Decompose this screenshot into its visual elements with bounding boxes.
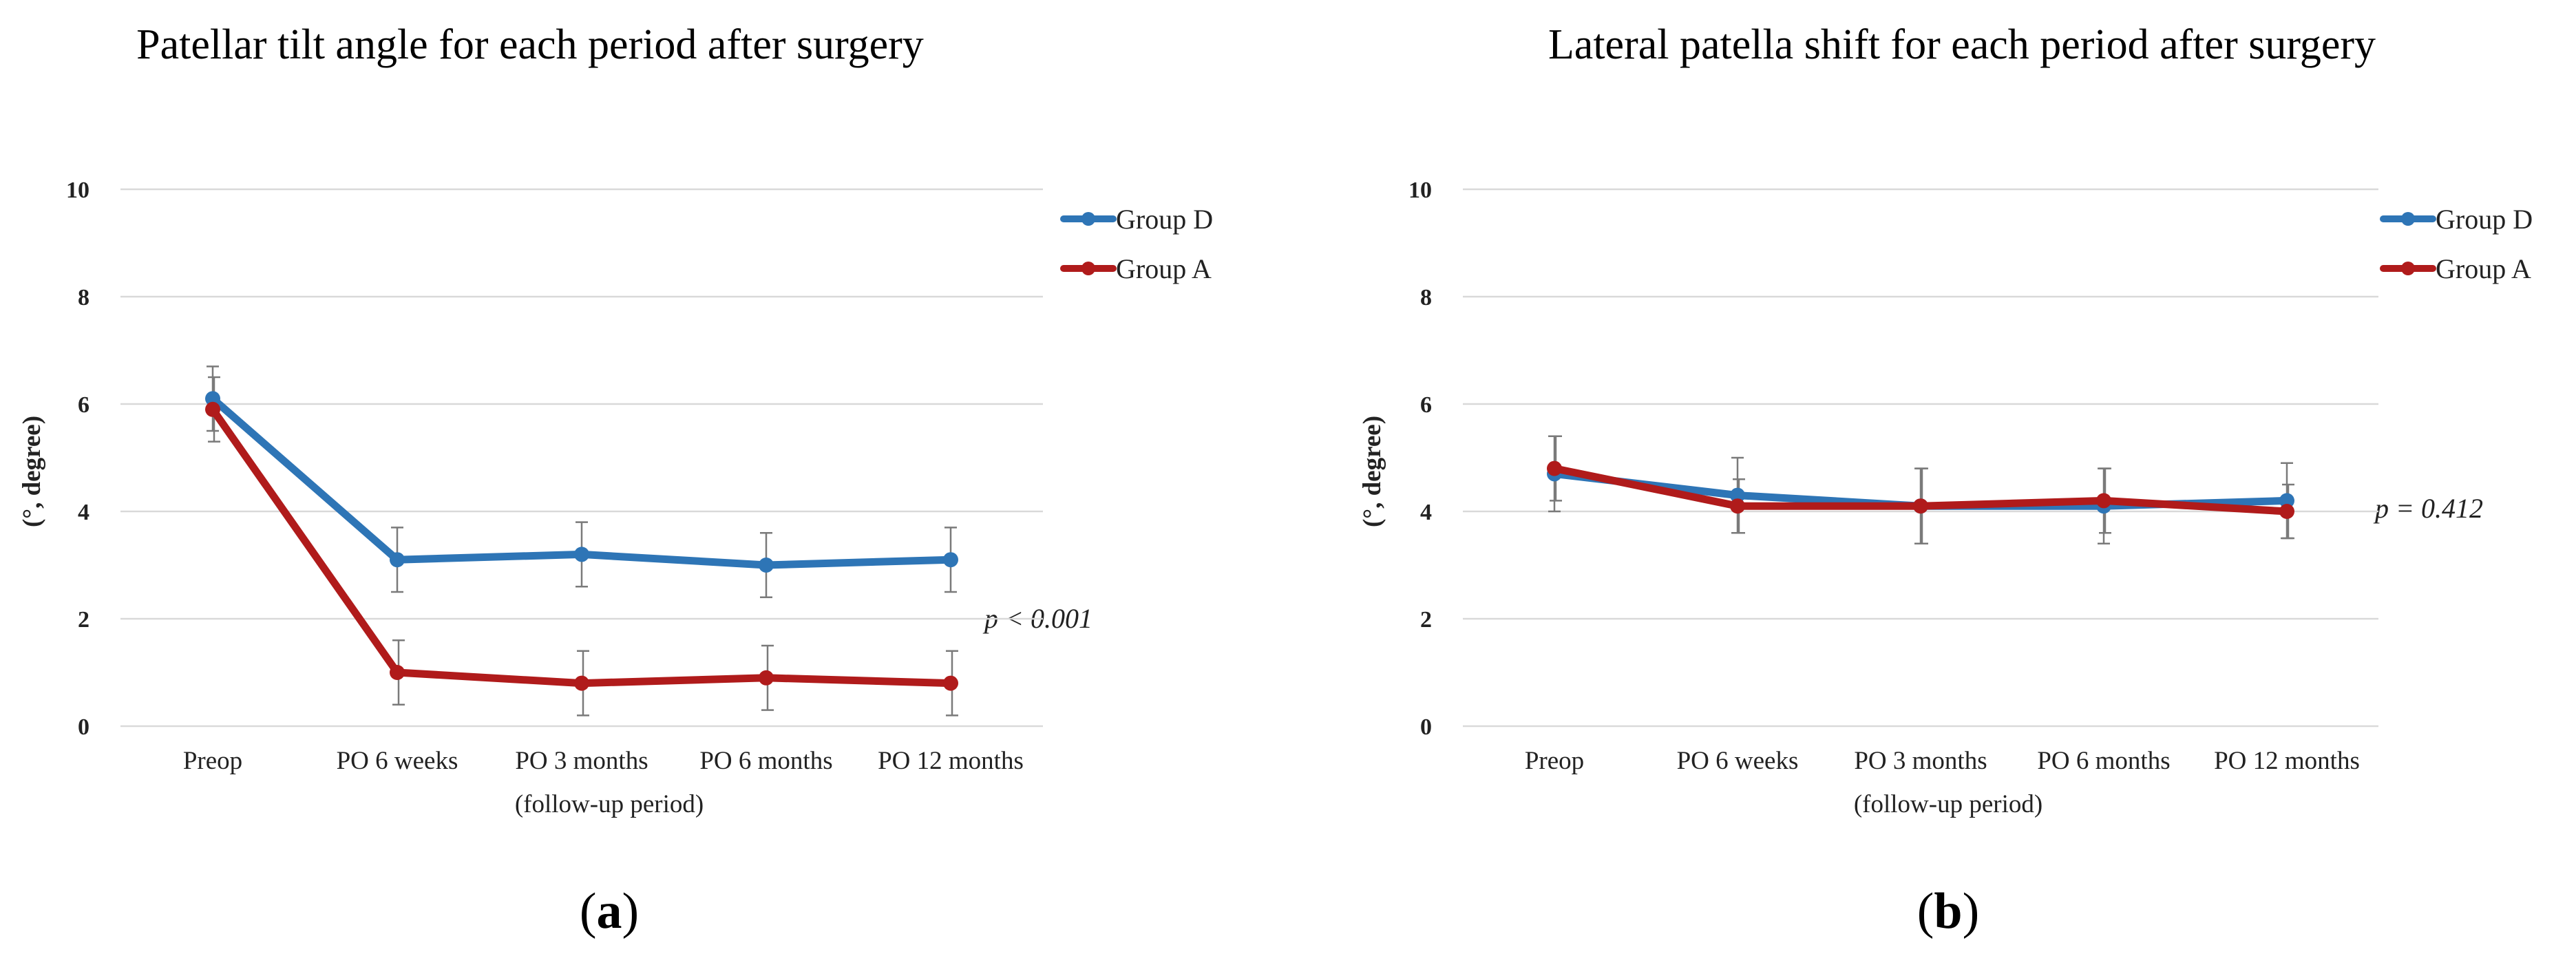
chart-a-caption: (a) [580,883,639,940]
chart-a-x-tick-label: PO 6 weeks [337,747,458,775]
chart-b-legend-label: Group D [2436,204,2533,235]
chart-a-y-tick-label: 8 [78,285,89,310]
chart-b-p-value: p = 0.412 [2373,493,2483,524]
chart-a-data-point [759,558,774,573]
chart-b-y-tick-label: 4 [1420,500,1432,525]
chart-a-y-tick-label: 4 [78,500,89,525]
chart-a-x-tick-label: PO 6 months [699,747,832,775]
chart-a-plot: 0 2 4 6 8 10 Preop PO 6 weeks PO 3 months PO 6 mo… [66,178,1213,775]
chart-b-y-tick-label: 10 [1408,178,1432,203]
chart-a-ylabel: (°, degree) [18,416,46,527]
chart-b-y-tick-label: 8 [1420,285,1432,310]
chart-b-caption-letter: b [1934,883,1962,940]
chart-a-y-tick-label: 0 [78,714,89,740]
chart-b-x-tick-label: Preop [1525,747,1584,775]
chart-b-legend-marker [2401,212,2415,226]
svg-text:(b): (b) [1917,883,1979,940]
chart-b-data-point [2096,493,2111,509]
chart-b-data-point [2279,493,2294,509]
chart-a-data-point [943,552,958,568]
chart-b-x-tick-label: PO 6 weeks [1677,747,1799,775]
chart-b-data-point [2279,504,2294,519]
chart-b-data-point [1730,487,1745,503]
chart-a-data-point [390,665,405,680]
chart-b-title: Lateral patella shift for each period af… [1548,21,2376,68]
chart-b: Lateral patella shift for each period af… [1358,21,2483,940]
chart-a: Patellar tilt angle for each period afte… [18,21,1092,940]
svg-text:(a): (a) [580,883,639,940]
chart-a-title: Patellar tilt angle for each period afte… [136,21,924,68]
chart-a-x-tick-label: Preop [183,747,242,775]
chart-a-x-tick-label: PO 12 months [878,747,1024,775]
chart-a-data-point [205,401,220,417]
chart-b-caption: (b) [1917,883,1979,940]
chart-a-legend-label: Group D [1116,204,1213,235]
chart-a-xlabel: (follow-up period) [515,790,704,818]
chart-a-data-point [574,547,589,562]
chart-a-data-point [205,391,220,407]
chart-a-y-tick-label: 10 [66,178,89,203]
chart-a-legend-item: Group A [1060,253,1212,284]
chart-a-y-tick-label: 6 [78,392,89,418]
chart-a-legend-label: Group A [1116,253,1212,284]
chart-a-data-point [390,552,405,568]
chart-a-legend-marker [1081,262,1095,275]
chart-a-x-tick-label: PO 3 months [515,747,648,775]
chart-b-legend-marker [2401,262,2415,275]
chart-b-plot: 0 2 4 6 8 10 Preop PO 6 weeks PO 3 months PO 6 mo… [1408,178,2533,775]
chart-b-data-point [1547,460,1562,476]
chart-b-y-tick-label: 0 [1420,714,1432,740]
chart-b-data-point [1730,498,1745,514]
chart-b-x-tick-label: PO 6 months [2037,747,2170,775]
chart-a-legend-item: Group D [1060,204,1213,235]
chart-a-data-point [574,675,589,691]
chart-a-y-tick-label: 2 [78,607,89,633]
chart-b-y-tick-label: 2 [1420,607,1432,633]
chart-b-data-point [1913,498,1928,514]
chart-a-caption-letter: a [597,883,622,940]
chart-b-legend-item: Group A [2380,253,2531,284]
chart-a-data-point [759,670,774,686]
chart-a-legend-marker [1081,212,1095,226]
chart-a-data-point [943,675,958,691]
chart-b-legend-label: Group A [2436,253,2531,284]
chart-b-y-tick-label: 6 [1420,392,1432,418]
chart-b-x-tick-label: PO 12 months [2214,747,2360,775]
chart-b-x-tick-label: PO 3 months [1854,747,1987,775]
chart-b-ylabel: (°, degree) [1358,416,1386,527]
chart-b-xlabel: (follow-up period) [1854,790,2042,818]
chart-b-legend-item: Group D [2380,204,2533,235]
